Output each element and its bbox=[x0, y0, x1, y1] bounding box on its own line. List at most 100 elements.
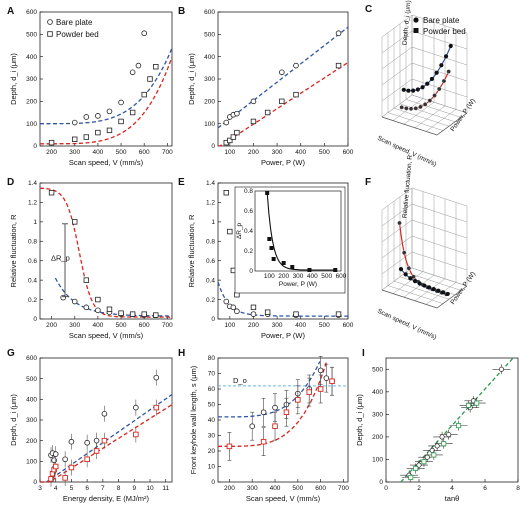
x-tick-label: 500 bbox=[116, 322, 127, 329]
data-point-circle bbox=[71, 298, 78, 305]
data-point-square bbox=[234, 129, 240, 136]
data-point-square bbox=[95, 296, 101, 303]
data-point-circle bbox=[118, 99, 124, 106]
data-point bbox=[408, 106, 414, 112]
inset-x-tick-label: 100 bbox=[264, 273, 275, 280]
y-axis-label: Depth, d_i (μm) bbox=[9, 394, 18, 446]
y-axis-label: Depth, d_i (μm) bbox=[187, 53, 196, 105]
y-tick-label: 300 bbox=[26, 417, 37, 424]
x-tick-label: 0 bbox=[384, 485, 388, 492]
data-point-square bbox=[83, 134, 90, 140]
data-point-square bbox=[48, 476, 54, 482]
back-grid-line bbox=[411, 251, 468, 271]
x-tick-label: 600 bbox=[343, 149, 354, 156]
data-point-circle bbox=[62, 456, 68, 463]
inset-fit-line bbox=[266, 192, 336, 271]
y-axis-label: Front keyhole wall length, s (μm) bbox=[189, 365, 198, 474]
y-tick-label: 20 bbox=[208, 448, 216, 455]
plot-frame bbox=[385, 357, 519, 483]
data-point-square bbox=[465, 402, 471, 408]
x-axis-label: Energy density, E (MJ/m²) bbox=[63, 494, 150, 503]
data-point-circle bbox=[250, 311, 257, 317]
data-point bbox=[440, 290, 446, 295]
data-point-circle bbox=[234, 110, 240, 117]
data-point bbox=[426, 285, 432, 290]
x-tick-label: 400 bbox=[92, 149, 103, 156]
bare-plate-fit-line bbox=[217, 26, 349, 129]
data-point-circle bbox=[230, 304, 237, 311]
inset-frame bbox=[254, 190, 342, 272]
data-point-square bbox=[62, 475, 68, 481]
data-point-square bbox=[101, 437, 108, 444]
data-point bbox=[432, 93, 437, 98]
x-tick-label: 700 bbox=[338, 485, 349, 492]
x-tick-label: 600 bbox=[343, 322, 354, 329]
data-point bbox=[411, 88, 416, 93]
data-point-square bbox=[227, 137, 233, 144]
data-point-square bbox=[68, 464, 75, 471]
data-point-circle bbox=[335, 30, 342, 37]
x-tick-label: 200 bbox=[248, 322, 259, 329]
data-point-square bbox=[335, 311, 342, 317]
x-tick-label: 600 bbox=[315, 485, 326, 492]
z-axis-label: Depth, d_i (μm) bbox=[402, 0, 413, 45]
panel-label: C bbox=[365, 4, 372, 15]
linear-fit-line bbox=[400, 357, 514, 483]
x-tick-label: 500 bbox=[116, 149, 127, 156]
panel-a: A 200 300 400 500 600 700 0 100 200 300 400 500 600 Sc… bbox=[7, 6, 173, 167]
inset-x-axis-label: Power, P (W) bbox=[279, 281, 317, 288]
y-tick-label: 0 bbox=[211, 143, 215, 150]
inset-y-tick-label: 0.8 bbox=[244, 188, 253, 195]
data-point-circle bbox=[260, 409, 267, 416]
data-point-circle bbox=[83, 114, 90, 120]
data-point bbox=[446, 69, 451, 74]
data-point-square bbox=[223, 190, 229, 196]
x-tick-label: 300 bbox=[69, 322, 80, 329]
y-tick-label: 500 bbox=[26, 32, 37, 39]
inset-x-tick-label: 200 bbox=[278, 273, 289, 280]
legend-label-bare-plate: Bare plate bbox=[423, 16, 460, 25]
data-point-circle bbox=[223, 119, 230, 126]
x-tick-label: 100 bbox=[224, 149, 235, 156]
data-point-square bbox=[474, 400, 480, 406]
data-point-circle bbox=[439, 434, 445, 440]
panel-h: H 200 300 400 500 600 700 0 10 20 30 40 50 60 70 80 Scan… bbox=[178, 348, 349, 503]
data-point-square bbox=[264, 309, 271, 315]
side-grid-line bbox=[381, 187, 413, 211]
data-point-square bbox=[52, 463, 59, 470]
panel-label: B bbox=[178, 6, 185, 17]
panel-label: G bbox=[7, 348, 15, 359]
panel-d: D 200 300 400 500 600 700 0 0.2 0.4 0.6 0.8 1 1.2 1.4 S… bbox=[7, 177, 173, 340]
data-point bbox=[443, 54, 449, 59]
y-tick-label: 1 bbox=[211, 219, 215, 226]
data-point-square bbox=[408, 474, 414, 480]
do-annotation: D_o bbox=[233, 376, 247, 385]
data-point-square bbox=[141, 311, 147, 317]
y-tick-label: 0.2 bbox=[28, 297, 37, 304]
data-point bbox=[412, 279, 418, 284]
inset-chart: 100 200 300 400 500 600 0 0.2 0.4 0.6 0.8 Power, P … bbox=[234, 186, 347, 294]
legend-label-bare-plate: Bare plate bbox=[56, 18, 93, 27]
side-grid-line bbox=[381, 46, 413, 70]
side-grid-line bbox=[381, 78, 413, 102]
data-point bbox=[413, 106, 419, 111]
data-point-circle bbox=[153, 374, 160, 381]
data-point-square bbox=[413, 465, 419, 471]
data-point-square bbox=[118, 310, 124, 316]
data-point-square bbox=[250, 118, 257, 125]
data-point-square bbox=[295, 397, 301, 403]
data-point bbox=[401, 87, 406, 92]
panel-label: E bbox=[178, 177, 185, 188]
inset-y-tick-label: 0.4 bbox=[244, 228, 253, 235]
data-point bbox=[408, 276, 413, 281]
x-axis-label: Power, P (W) bbox=[261, 331, 306, 340]
data-point bbox=[436, 288, 441, 293]
data-point-circle bbox=[279, 69, 285, 76]
bare-plate-fit-line bbox=[40, 47, 173, 125]
inset-x-tick-label: 500 bbox=[321, 273, 332, 280]
y-tick-label: 0 bbox=[211, 316, 215, 323]
inset-y-tick-label: 0 bbox=[249, 268, 253, 275]
